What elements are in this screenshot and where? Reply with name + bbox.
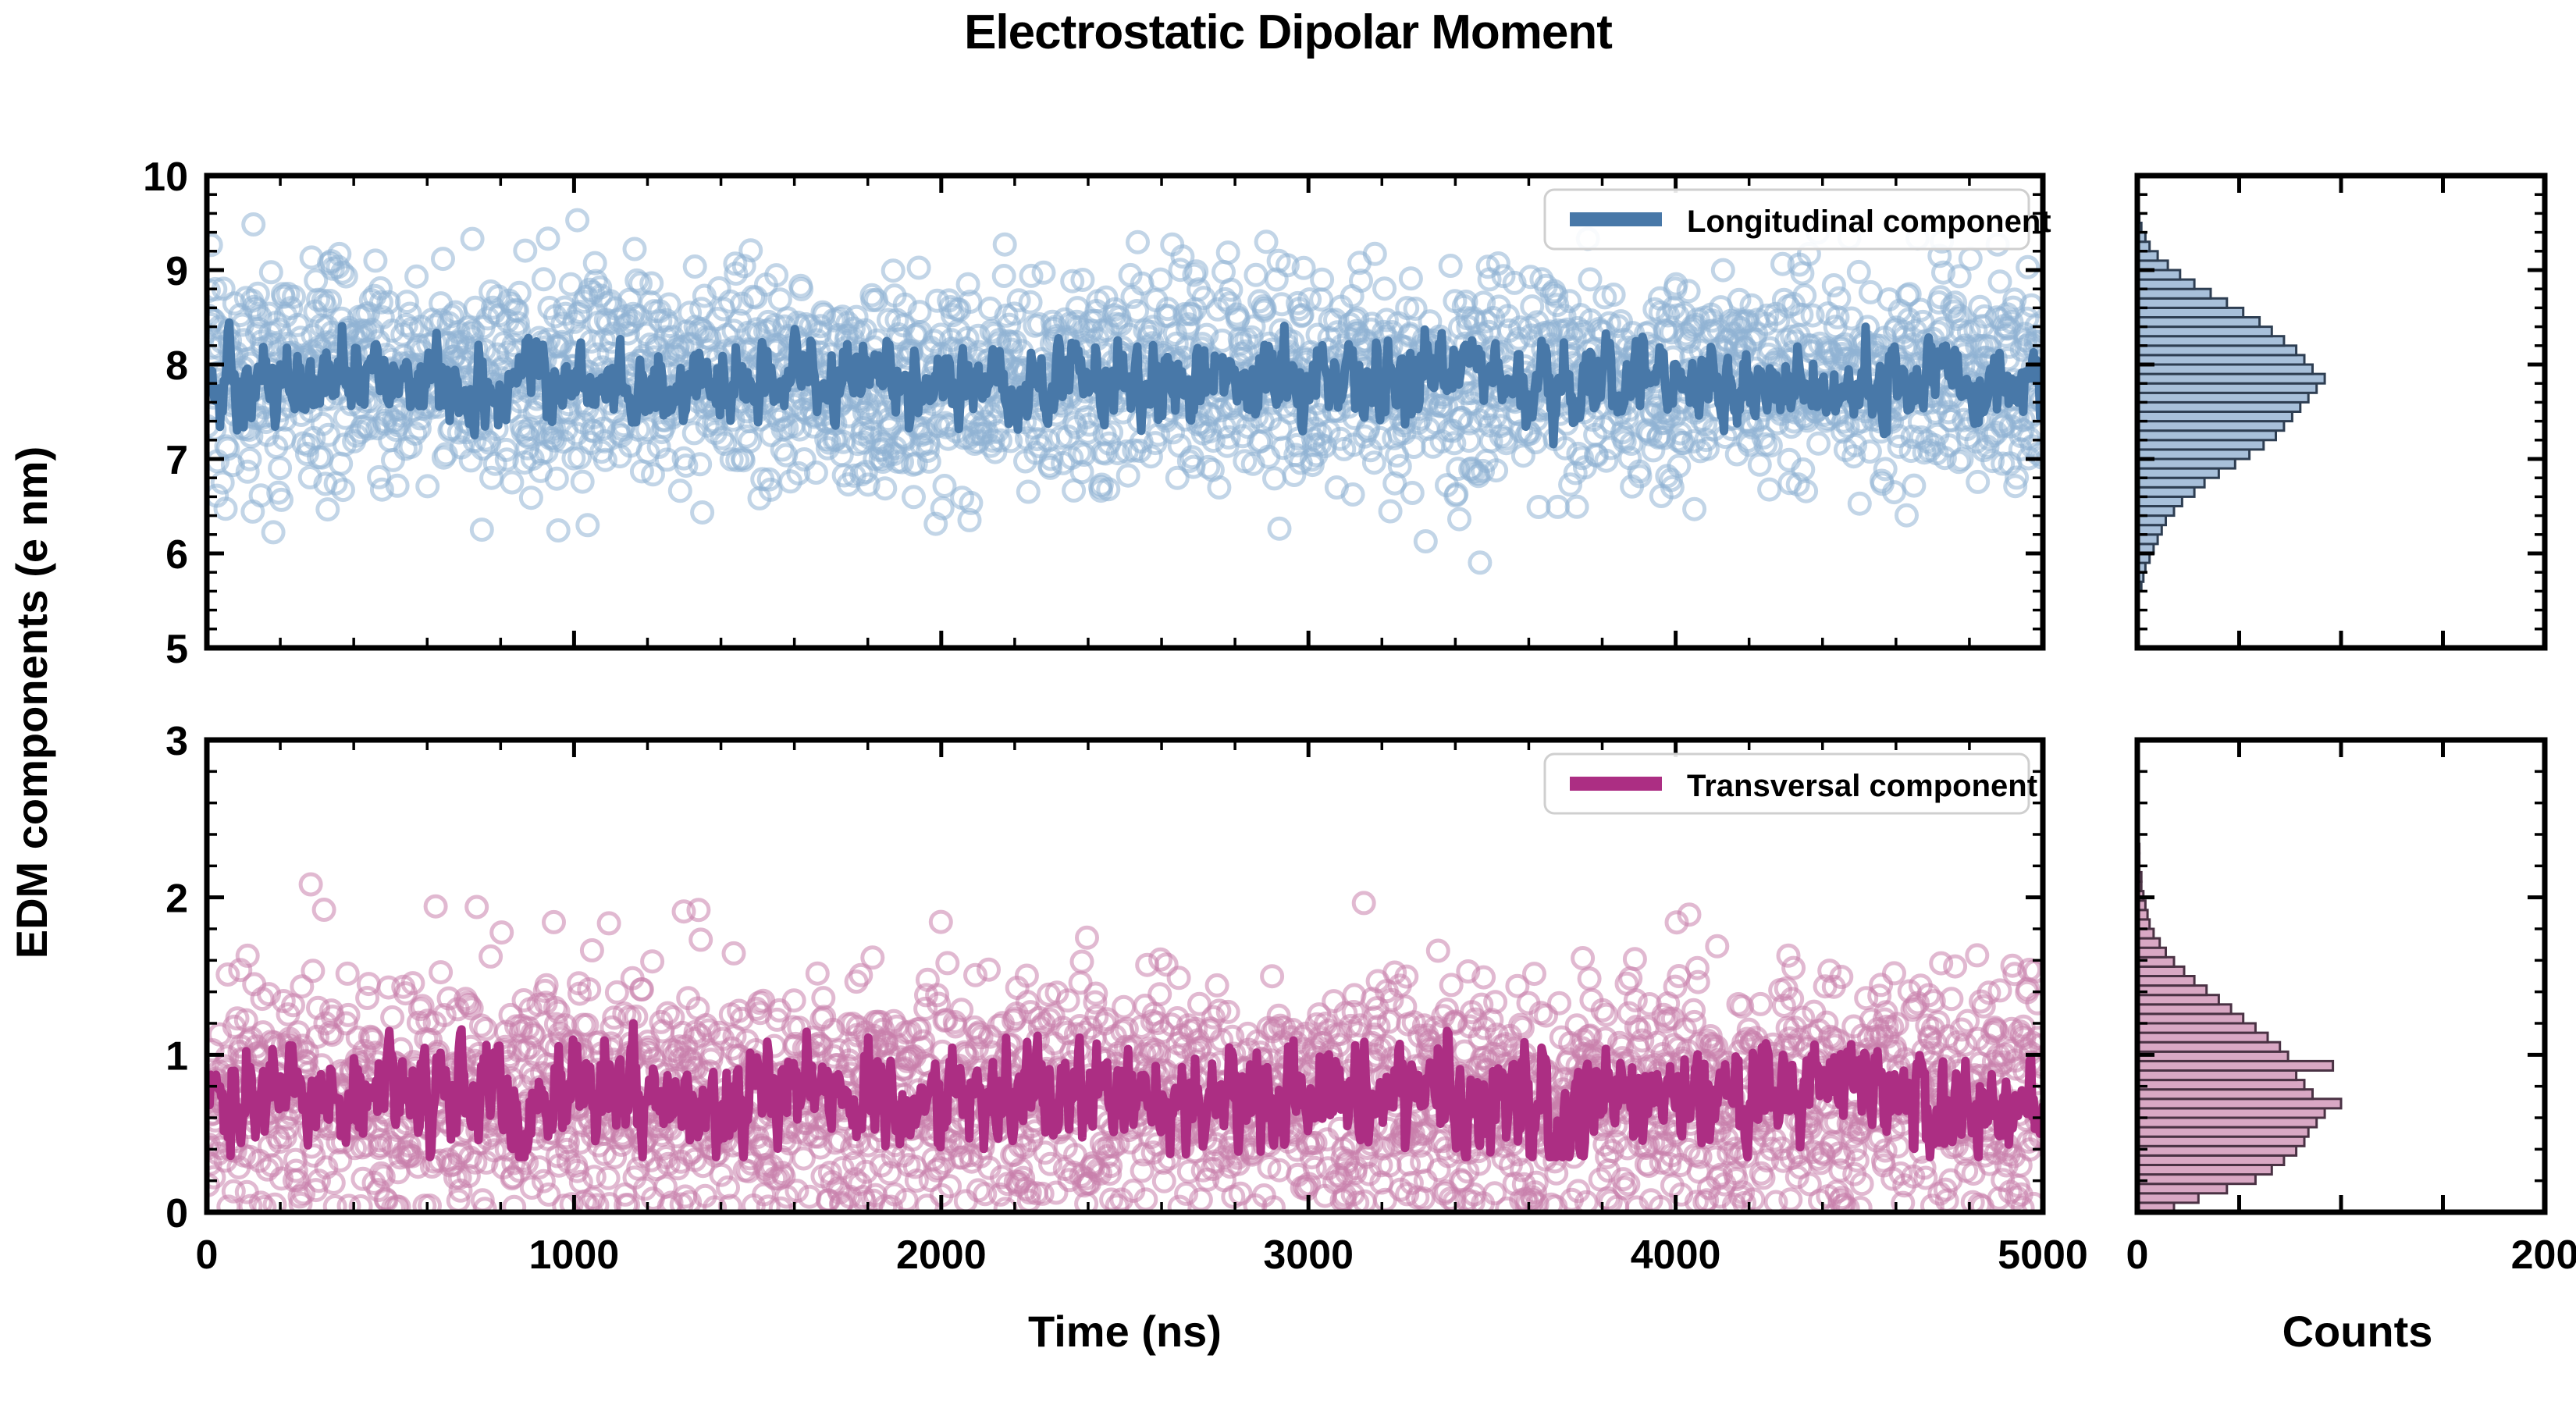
legend-longitudinal-box [1543, 188, 2030, 251]
y-tick-label: 6 [165, 532, 188, 578]
panel-transversal [207, 872, 2043, 1212]
histogram-transversal [2136, 842, 2343, 1214]
x-tick-label: 1000 [529, 1232, 620, 1278]
x-tick-label: 3000 [1263, 1232, 1354, 1278]
y-tick-label: 1 [165, 1033, 188, 1079]
x-tick-label: 0 [2126, 1232, 2149, 1278]
y-tick-label: 5 [165, 627, 188, 672]
x-tick-label: 0 [196, 1232, 219, 1278]
legend-transversal-label: Transversal component [1687, 769, 2037, 803]
histogram-bars [2136, 842, 2343, 1214]
y-tick-label: 8 [165, 343, 188, 389]
x-tick-label: 2000 [896, 1232, 987, 1278]
x-axis-label-time: Time (ns) [1028, 1307, 1222, 1356]
x-axis-label-counts: Counts [2282, 1307, 2433, 1356]
x-tick-label: 4000 [1631, 1232, 1721, 1278]
y-tick-label: 0 [165, 1191, 188, 1236]
bottom-panel-frame [204, 737, 2046, 1215]
y-tick-label: 7 [165, 438, 188, 483]
histogram-longitudinal [2136, 212, 2326, 592]
histogram-bars [2136, 212, 2326, 592]
running-mean-line [207, 1019, 2043, 1161]
legend-transversal-box [1543, 752, 2030, 815]
y-tick-label: 2 [165, 877, 188, 922]
y-tick-label: 3 [165, 719, 188, 764]
figure-title: Electrostatic Dipolar Moment [964, 5, 1612, 59]
y-tick-label: 10 [143, 155, 188, 200]
axis-tick-labels: 5 6 7 8 9 10 0 1 2 3 0 1000 2000 3000 4000 5000 0 200 [143, 155, 2576, 1278]
x-tick-label: 5000 [1998, 1232, 2088, 1278]
axis-ticks [204, 173, 2548, 1215]
running-mean-line [207, 318, 2043, 449]
panel-longitudinal [207, 208, 2043, 575]
y-axis-label: EDM components (e nm) [7, 446, 56, 959]
legends: Longitudinal component Transversal compon… [1543, 188, 2051, 815]
top-panel-frame [204, 173, 2046, 651]
y-tick-label: 9 [165, 249, 188, 294]
x-tick-label: 200 [2511, 1232, 2576, 1278]
legend-longitudinal-label: Longitudinal component [1687, 205, 2051, 239]
